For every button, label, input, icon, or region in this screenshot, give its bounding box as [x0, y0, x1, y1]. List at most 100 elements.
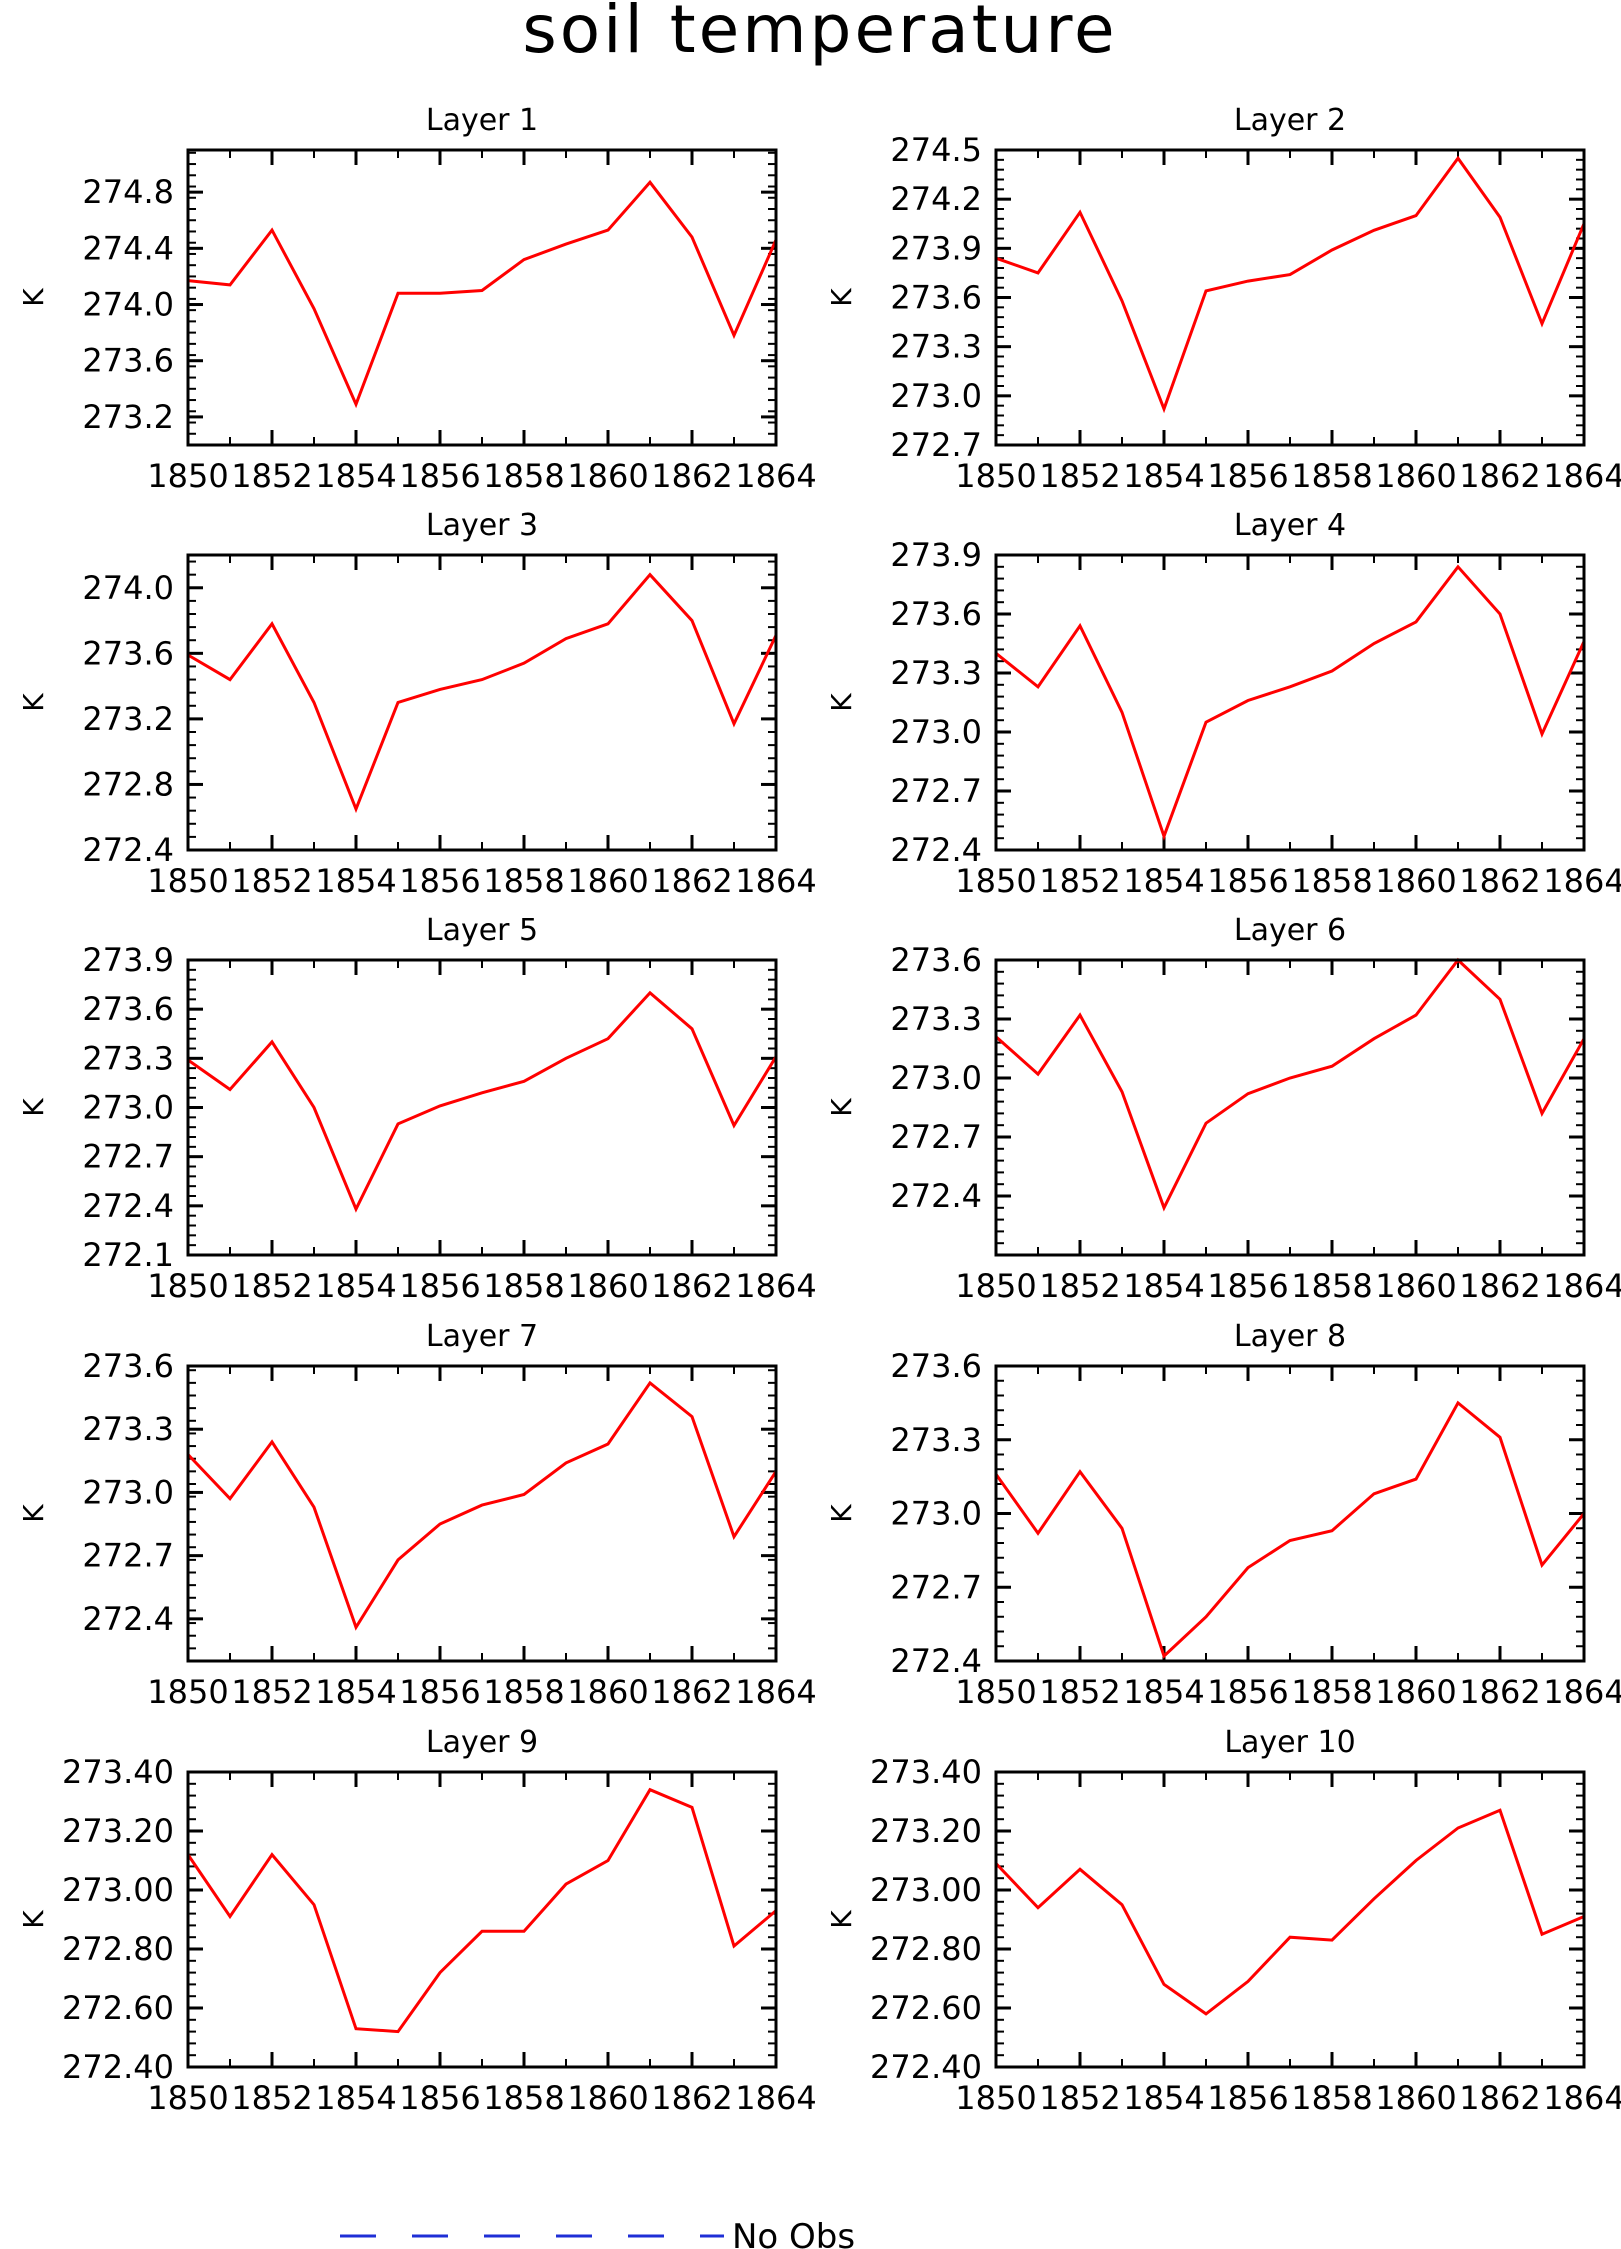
y-axis-label: K: [17, 1910, 50, 1929]
x-tick-label: 1856: [1207, 2079, 1288, 2117]
y-tick-label: 272.40: [870, 2048, 982, 2086]
x-tick-label: 1862: [1459, 457, 1540, 495]
axes-frame: [186, 148, 778, 447]
x-tick-label: 1860: [567, 2079, 648, 2117]
y-tick-label: 273.0: [890, 377, 982, 415]
y-tick-label: 273.00: [870, 1871, 982, 1909]
x-tick-label: 1856: [399, 457, 480, 495]
y-tick-label: 272.7: [890, 1568, 982, 1606]
x-tick-label: 1852: [1039, 457, 1120, 495]
panel-title: Layer 1: [426, 103, 538, 138]
x-tick-label: 1856: [399, 2079, 480, 2117]
y-tick-label: 273.6: [82, 634, 174, 672]
axes-frame: [994, 148, 1586, 447]
y-tick-label: 274.0: [82, 286, 174, 324]
x-tick-label: 1852: [1039, 1673, 1120, 1711]
x-tick-label: 1852: [1039, 862, 1120, 900]
y-tick-label: 272.7: [890, 772, 982, 810]
y-tick-label: 274.5: [890, 131, 982, 169]
series-line: [995, 564, 1586, 841]
x-tick-label: 1860: [567, 457, 648, 495]
x-tick-label: 1862: [651, 2079, 732, 2117]
x-tick-label: 1854: [315, 1673, 396, 1711]
x-tick-label: 1856: [399, 862, 480, 900]
y-tick-label: 272.80: [62, 1930, 174, 1968]
x-tick-label: 1862: [651, 1673, 732, 1711]
x-tick-label: 1854: [315, 457, 396, 495]
series-line: [187, 572, 778, 814]
series-line: [187, 179, 778, 409]
x-tick-label: 1852: [231, 2079, 312, 2117]
y-tick-label: 273.0: [890, 1495, 982, 1533]
x-tick-label: 1862: [1459, 1267, 1540, 1305]
y-tick-label: 273.9: [82, 941, 174, 979]
panel-title: Layer 3: [426, 508, 538, 543]
x-tick-label: 1862: [1459, 1673, 1540, 1711]
x-tick-label: 1852: [231, 862, 312, 900]
x-tick-label: 1864: [1543, 1267, 1621, 1305]
x-tick-label: 1864: [1543, 1673, 1621, 1711]
x-tick-label: 1850: [147, 862, 228, 900]
panel-title: Layer 8: [1234, 1319, 1346, 1354]
series-line: [186, 1380, 778, 1631]
y-tick-label: 273.20: [870, 1812, 982, 1850]
x-tick-label: 1850: [955, 862, 1036, 900]
x-tick-label: 1852: [231, 1267, 312, 1305]
y-tick-label: 274.4: [82, 229, 174, 267]
y-tick-label: 272.7: [82, 1537, 174, 1575]
y-tick-label: 272.1: [82, 1236, 174, 1274]
y-tick-label: 273.3: [82, 1410, 174, 1448]
panel-title: Layer 4: [1234, 508, 1346, 543]
y-axis-label: K: [17, 288, 50, 307]
y-tick-label: 273.0: [82, 1473, 174, 1511]
x-tick-label: 1860: [1375, 1673, 1456, 1711]
series-line: [995, 155, 1586, 414]
x-tick-label: 1862: [651, 457, 732, 495]
x-tick-label: 1860: [1375, 457, 1456, 495]
y-tick-label: 272.4: [890, 1177, 982, 1215]
x-tick-label: 1860: [567, 1267, 648, 1305]
x-tick-label: 1860: [1375, 1267, 1456, 1305]
series-line: [994, 1808, 1585, 2016]
x-tick-label: 1864: [1543, 2079, 1621, 2117]
x-tick-label: 1852: [231, 1673, 312, 1711]
y-tick-label: 273.6: [82, 342, 174, 380]
panel-layer-4: Layer 4 K 1850 1852 1854 1856 1858 1860 1862 1864…: [825, 508, 1621, 900]
y-axis-label: K: [17, 1098, 50, 1117]
x-tick-label: 1860: [1375, 862, 1456, 900]
y-axis-label: K: [17, 1504, 50, 1523]
axes-frame: [186, 1364, 778, 1663]
series-line: [186, 1787, 777, 2034]
series-line: [995, 957, 1586, 1212]
x-tick-label: 1858: [1291, 1673, 1372, 1711]
y-tick-label: 272.8: [82, 765, 174, 803]
x-tick-label: 1858: [483, 862, 564, 900]
x-tick-label: 1864: [1543, 457, 1621, 495]
y-tick-label: 273.9: [890, 536, 982, 574]
x-tick-label: 1864: [735, 862, 816, 900]
x-tick-label: 1858: [1291, 862, 1372, 900]
x-tick-label: 1850: [955, 1267, 1036, 1305]
y-tick-label: 273.6: [890, 279, 982, 317]
y-tick-label: 273.00: [62, 1871, 174, 1909]
y-tick-label: 274.0: [82, 569, 174, 607]
y-tick-label: 273.6: [82, 990, 174, 1028]
x-tick-label: 1850: [955, 2079, 1036, 2117]
x-tick-label: 1854: [1123, 862, 1204, 900]
x-tick-label: 1854: [1123, 2079, 1204, 2117]
y-tick-label: 273.6: [82, 1347, 174, 1385]
y-tick-label: 274.2: [890, 180, 982, 218]
axes-frame: [186, 1770, 778, 2069]
panel-layer-7: Layer 7 K 1850 1852 1854 1856 1858 1860 1862 1864…: [17, 1319, 817, 1711]
axes-frame: [994, 1770, 1586, 2069]
x-tick-label: 1856: [1207, 1267, 1288, 1305]
panel-layer-2: Layer 2 K 1850 1852 1854 1856 1858 1860 1862 1864…: [825, 103, 1621, 495]
panel-layer-3: Layer 3 K 1850 1852 1854 1856 1858 1860 1862 1864…: [17, 508, 817, 900]
x-tick-label: 1858: [483, 457, 564, 495]
x-tick-label: 1856: [1207, 1673, 1288, 1711]
y-axis-label: K: [825, 1504, 858, 1523]
x-tick-label: 1856: [399, 1267, 480, 1305]
y-tick-label: 273.3: [890, 1000, 982, 1038]
panel-title: Layer 7: [426, 1319, 538, 1354]
